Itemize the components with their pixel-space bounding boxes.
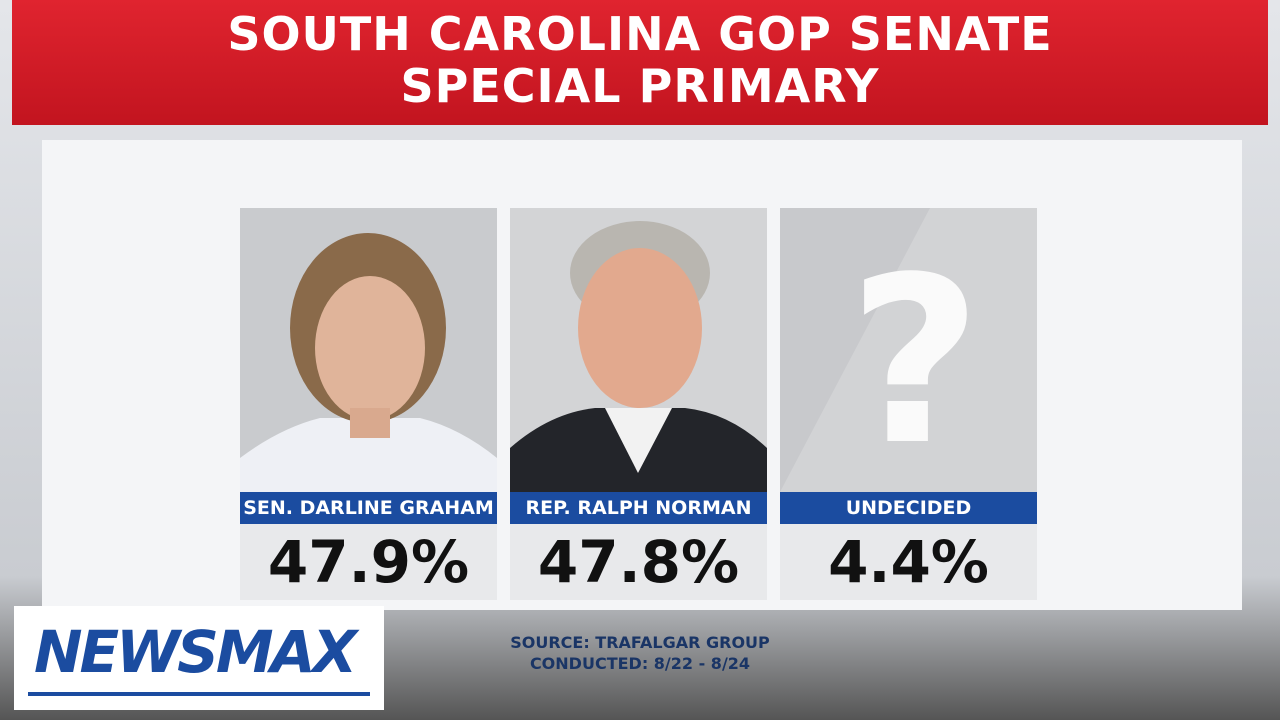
candidate-share: 47.8% [537, 528, 740, 596]
source: SOURCE: TRAFALGAR GROUP CONDUCTED: 8/22 … [440, 632, 840, 674]
candidate-name: REP. RALPH NORMAN [510, 492, 767, 524]
candidate-name: UNDECIDED [780, 492, 1037, 524]
candidate-card: ? UNDECIDED 4.4% [780, 208, 1037, 600]
candidate-photo: ? [780, 208, 1037, 492]
candidate-photo [510, 208, 767, 492]
question-mark: ? [848, 229, 981, 492]
title-line: SOUTH CAROLINA GOP SENATE [227, 7, 1053, 61]
title-banner: SOUTH CAROLINA GOP SENATE SPECIAL PRIMAR… [12, 0, 1268, 125]
logo-rule [28, 692, 370, 696]
logo: NEWSMAX [14, 606, 384, 710]
candidate-name: SEN. DARLINE GRAHAM [240, 492, 497, 524]
source-line: CONDUCTED: 8/22 - 8/24 [529, 654, 751, 673]
title-line: SPECIAL PRIMARY [400, 59, 880, 113]
source-line: SOURCE: TRAFALGAR GROUP [510, 633, 770, 652]
candidate-share: 4.4% [828, 528, 989, 596]
candidate-card: REP. RALPH NORMAN 47.8% [510, 208, 767, 600]
logo-text: NEWSMAX [34, 618, 357, 686]
candidate-photo [240, 208, 497, 492]
candidate-share: 47.9% [267, 528, 470, 596]
candidate-card: SEN. DARLINE GRAHAM 47.9% [240, 208, 497, 600]
